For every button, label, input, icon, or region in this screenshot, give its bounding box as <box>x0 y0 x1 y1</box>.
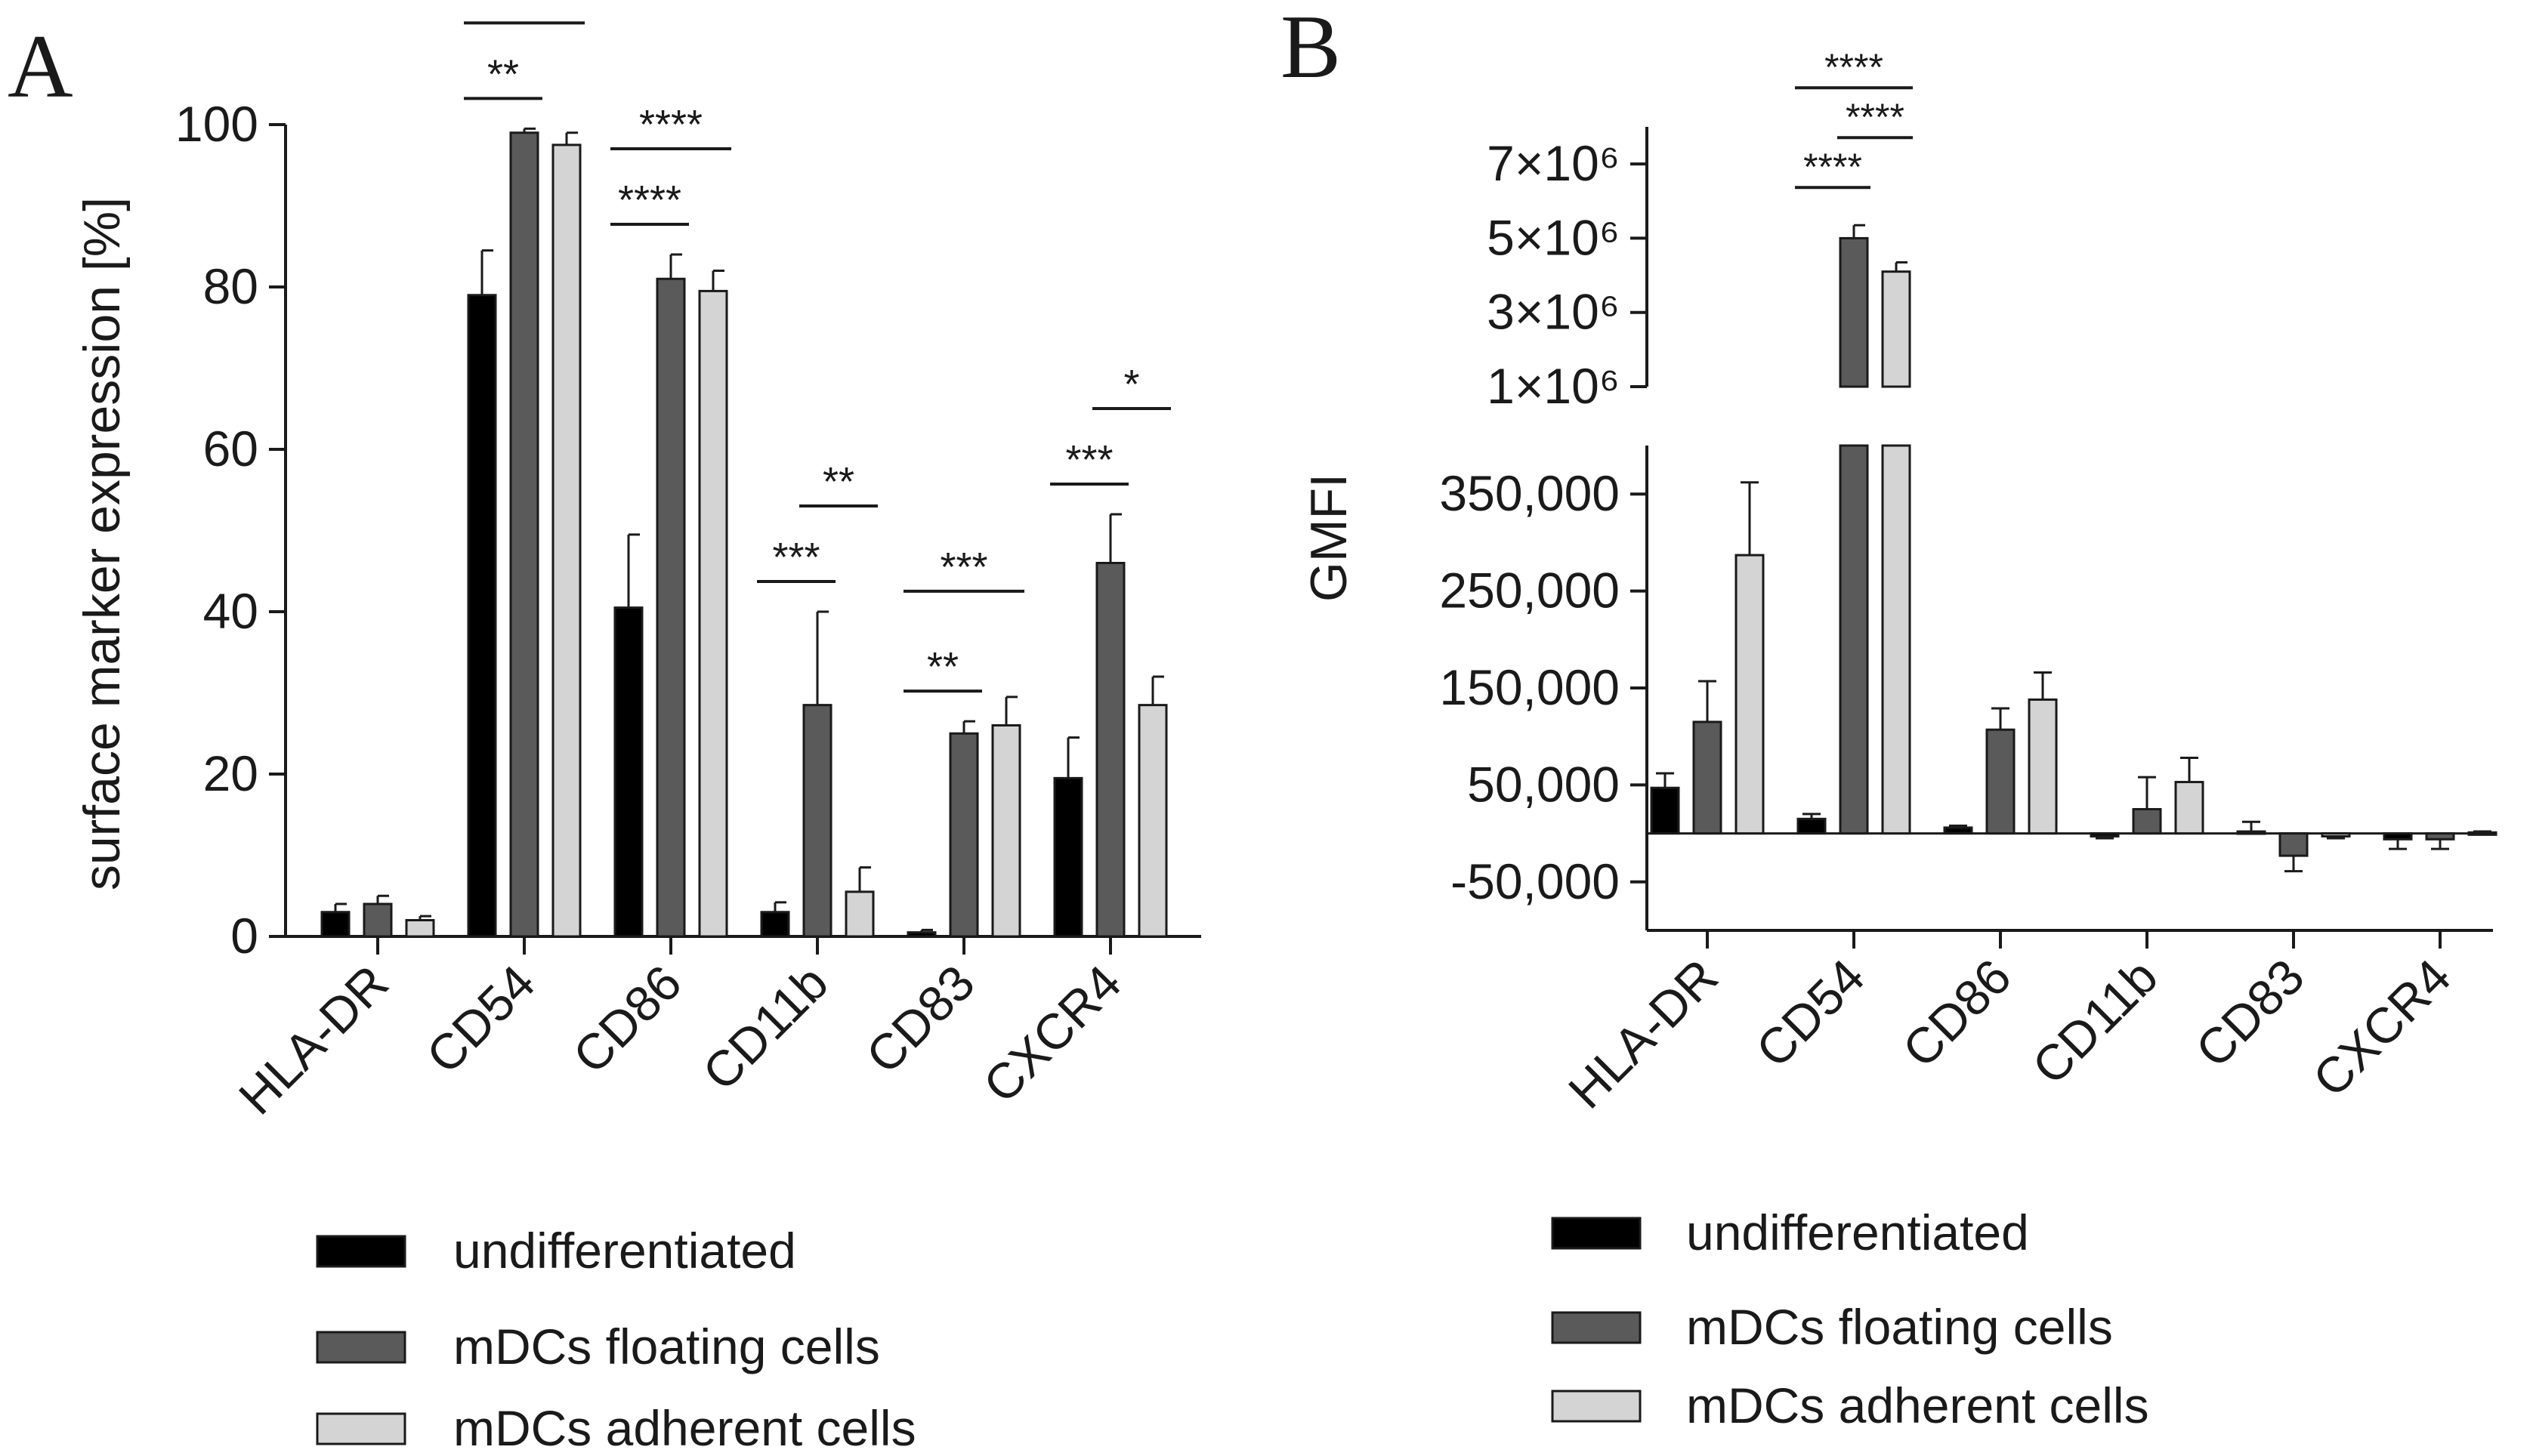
panel-a-bar-undifferentiated-cd86 <box>613 606 644 938</box>
legend-a-label-mdcs-floating-cells: mDCs floating cells <box>453 1319 880 1374</box>
panel-a-bar-mdcs-floating-cells-cd54 <box>509 131 539 938</box>
panel-b-upper-y-tick-label: 3×10⁶ <box>1487 284 1620 340</box>
panel-a-y-tick-label: 100 <box>175 96 258 152</box>
panel-b-bar-mdcs-adherent-cells-cxcr4 <box>2467 831 2497 836</box>
panel-b-lower-y-tick-label: 250,000 <box>1439 563 1620 618</box>
panel-b-bar-undifferentiated-cd54 <box>1796 817 1827 835</box>
legends: undifferentiated mDCs floating cells mDCs … <box>316 1205 2149 1456</box>
panel-b-significance-label: **** <box>1803 146 1862 188</box>
panel-a-x-tick-label-cd11b: CD11b <box>692 955 839 1101</box>
panel-a-bar-undifferentiated-cd11b <box>760 911 790 938</box>
panel-a-x-tick-label-cd54: CD54 <box>415 955 545 1084</box>
panel-a-bar-mdcs-floating-cells-hla-dr <box>363 902 393 938</box>
panel-a-significance-label: *** <box>772 535 820 580</box>
legend-b-label-mdcs-adherent-cells: mDCs adherent cells <box>1686 1377 2149 1433</box>
panel-b-upper-y-tick-label: 5×10⁶ <box>1487 209 1620 265</box>
legend-a-label-undifferentiated: undifferentiated <box>453 1223 796 1279</box>
panel-a-bar-mdcs-adherent-cells-cd11b <box>845 890 875 938</box>
panel-a-significance-label: ** <box>487 51 519 97</box>
panel-a-y-tick-label: 80 <box>203 258 258 314</box>
panel-a-bar-mdcs-floating-cells-cd83 <box>949 732 979 938</box>
panel-b-y-axis-label: GMFI <box>1300 474 1358 602</box>
panel-a-bar-mdcs-adherent-cells-hla-dr <box>405 919 435 938</box>
panel-b-bar-mdcs-floating-cells-cd54-lower <box>1839 444 1869 835</box>
panel-b-bar-mdcs-adherent-cells-cd54-upper <box>1881 270 1911 388</box>
panel-a-x-tick-label-hla-dr: HLA-DR <box>228 955 399 1125</box>
panel-b-lower-y-tick-label: -50,000 <box>1450 853 1620 909</box>
legend-a-swatch-mdcs-floating-cells <box>316 1331 406 1364</box>
panel-b-lower-y-tick-label: 50,000 <box>1467 756 1620 812</box>
panel-a-bar-mdcs-adherent-cells-cd86 <box>698 289 728 938</box>
panel-a-x-tick-label-cxcr4: CXCR4 <box>972 955 1132 1114</box>
panel-b-significance-label: **** <box>1824 46 1883 88</box>
panel-a-significance-label: ** <box>823 459 854 504</box>
legend-b-swatch-mdcs-adherent-cells <box>1551 1390 1642 1423</box>
panel-b-bar-undifferentiated-cd83 <box>2236 830 2266 835</box>
panel-b-chart: B GMFI 1×10⁶ 3×10⁶ 5×10⁶ 7×10⁶ -50,000 50,000… <box>1280 0 2497 1119</box>
panel-b-bar-undifferentiated-cd86 <box>1943 826 1973 835</box>
panel-a-y-tick-label: 40 <box>203 583 258 639</box>
panel-b-bar-mdcs-adherent-cells-cd83 <box>2321 832 2351 838</box>
panel-b-bar-mdcs-adherent-cells-hla-dr <box>1734 554 1765 835</box>
panel-b-lower-y-tick-label: 350,000 <box>1439 465 1620 521</box>
panel-a-y-tick-label: 60 <box>203 421 258 477</box>
panel-a-bar-undifferentiated-hla-dr <box>320 911 351 938</box>
panel-b-bar-mdcs-floating-cells-cd83 <box>2278 832 2309 857</box>
panel-a-bar-mdcs-floating-cells-cxcr4 <box>1095 562 1126 938</box>
panel-b-bar-mdcs-adherent-cells-cd54-lower <box>1881 444 1911 835</box>
panel-a-bar-undifferentiated-cd83 <box>907 931 937 938</box>
panel-a-significance-label: **** <box>639 102 703 147</box>
panel-a-bar-mdcs-adherent-cells-cd54 <box>551 143 582 938</box>
panel-b-x-tick-label-cd11b: CD11b <box>2022 949 2168 1095</box>
panel-a-significance-label: *** <box>1065 437 1113 483</box>
panel-a-significance-label: * <box>1123 362 1139 407</box>
panel-b-x-tick-label-cd54: CD54 <box>1745 949 1875 1078</box>
panel-b-bar-mdcs-floating-cells-cxcr4 <box>2425 832 2455 841</box>
panel-b-bar-undifferentiated-hla-dr <box>1650 786 1680 835</box>
legend-b-label-undifferentiated: undifferentiated <box>1686 1205 2029 1260</box>
panel-a-bar-mdcs-floating-cells-cd86 <box>656 277 686 938</box>
panel-a-bar-mdcs-adherent-cells-cd83 <box>991 724 1021 938</box>
panel-a-bar-undifferentiated-cxcr4 <box>1053 776 1083 938</box>
panel-a-y-axis-label: surface marker expression [%] <box>73 197 131 890</box>
panel-b-bar-undifferentiated-cxcr4 <box>2383 832 2413 841</box>
panel-a-letter: A <box>8 16 73 116</box>
panel-a-y-tick-label: 0 <box>230 908 258 964</box>
panel-a-y-tick-label: 20 <box>203 745 258 801</box>
legend-b-swatch-undifferentiated <box>1551 1217 1642 1250</box>
panel-b-bar-mdcs-floating-cells-hla-dr <box>1692 720 1722 835</box>
legend-a-label-mdcs-adherent-cells: mDCs adherent cells <box>453 1400 916 1456</box>
panel-b-upper-y-tick-label: 7×10⁶ <box>1487 135 1620 191</box>
panel-b-bar-undifferentiated-cd11b <box>2090 832 2120 838</box>
panel-b-upper-y-tick-label: 1×10⁶ <box>1487 358 1620 414</box>
panel-b-bar-mdcs-floating-cells-cd11b <box>2132 808 2162 835</box>
legend-a-swatch-undifferentiated <box>316 1235 406 1268</box>
panel-b-bar-mdcs-adherent-cells-cd86 <box>2028 698 2058 835</box>
panel-b-x-tick-label-cxcr4: CXCR4 <box>2302 949 2461 1108</box>
panel-b-bar-mdcs-floating-cells-cd86 <box>1985 728 2016 835</box>
panel-a-bar-mdcs-floating-cells-cd11b <box>802 704 832 938</box>
panel-b-letter: B <box>1280 0 1341 97</box>
legend-b-swatch-mdcs-floating-cells <box>1551 1311 1642 1344</box>
panel-a-chart: A surface marker expression [%] 0 20 40 60 8… <box>8 0 1201 1125</box>
legend-b-label-mdcs-floating-cells: mDCs floating cells <box>1686 1299 2113 1355</box>
panel-a-x-tick-label-cd83: CD83 <box>855 955 985 1084</box>
panel-a-significance-label: **** <box>618 177 681 223</box>
panel-a-significance-label: *** <box>940 544 987 590</box>
panel-a-x-tick-label-cd86: CD86 <box>562 955 692 1084</box>
panel-b-bar-mdcs-floating-cells-cd54-upper <box>1839 236 1869 388</box>
panel-b-x-tick-label-cd83: CD83 <box>2185 949 2315 1078</box>
panel-a-significance-label: ** <box>927 644 959 689</box>
panel-b-lower-y-tick-label: 150,000 <box>1439 659 1620 715</box>
panel-b-significance-label: **** <box>1846 96 1904 138</box>
panel-b-x-tick-label-hla-dr: HLA-DR <box>1558 949 1728 1119</box>
legend-a-swatch-mdcs-adherent-cells <box>316 1412 406 1445</box>
panel-a-significance-label: * <box>516 0 532 21</box>
panel-a-bar-mdcs-adherent-cells-cxcr4 <box>1138 704 1168 938</box>
panel-b-x-tick-label-cd86: CD86 <box>1892 949 2022 1078</box>
panel-b-bar-mdcs-adherent-cells-cd11b <box>2174 781 2204 835</box>
panel-a-bar-undifferentiated-cd54 <box>467 294 497 938</box>
